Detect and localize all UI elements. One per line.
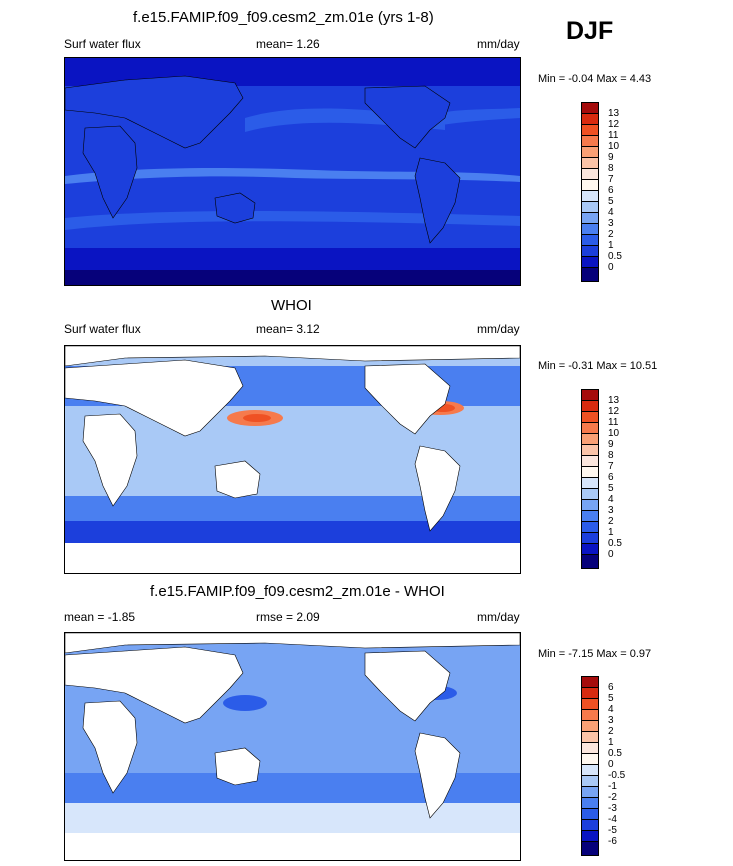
panel2-colorbar-label: 6: [608, 472, 614, 483]
panel1-colorbar-label: 3: [608, 218, 614, 229]
panel2-colorbar-cell-16: [581, 554, 599, 569]
panel2-colorbar-label: 8: [608, 450, 614, 461]
panel1-continents: [65, 75, 461, 244]
panel3-southern-band: [65, 803, 520, 833]
panel3-kuroshio-bias: [223, 695, 267, 711]
panel2-colorbar-label: 11: [608, 417, 619, 428]
panel3-rmse-label: rmse = 2.09: [256, 610, 320, 624]
panel2-colorbar-label: 3: [608, 505, 614, 516]
panel1-colorbar-label: 6: [608, 185, 614, 196]
panel3-colorbar-label: -0.5: [608, 770, 626, 781]
panel2-colorbar-label: 7: [608, 461, 614, 472]
panel3-colorbar-label: 2: [608, 726, 614, 737]
panel1-minmax-label: Min = -0.04 Max = 4.43: [538, 73, 652, 85]
panel1-title: f.e15.FAMIP.f09_f09.cesm2_zm.01e (yrs 1-…: [133, 9, 434, 26]
panel3-colorbar-label: 6: [608, 682, 614, 693]
panel2-colorbar-label: 0.5: [608, 538, 622, 549]
panel1-midlat-band: [65, 211, 520, 230]
panel1-colorbar-label: 2: [608, 229, 614, 240]
panel3-colorbar-label: -1: [608, 781, 617, 792]
panel1-antarctic-band: [65, 270, 520, 285]
panel1-itcz-band: [65, 168, 520, 184]
panel2-colorbar-label: 0: [608, 549, 614, 560]
panel1-colorbar-label: 13: [608, 108, 620, 119]
panel2-map: [64, 345, 521, 574]
panel1-colorbar-label: 8: [608, 163, 614, 174]
panel3-antarctica: [65, 833, 520, 860]
panel3-colorbar-label: 5: [608, 693, 614, 704]
panel1-mean-label: mean= 1.26: [256, 37, 320, 51]
panel3-colorbar-label: -2: [608, 792, 617, 803]
panel2-mean-label: mean= 3.12: [256, 322, 320, 336]
panel2-colorbar-label: 4: [608, 494, 614, 505]
panel2-continents: [65, 346, 520, 532]
panel2-colorbar-label: 2: [608, 516, 614, 527]
panel1-map: [64, 57, 521, 286]
panel2-map-svg: [65, 346, 520, 573]
panel3-colorbar-label: 3: [608, 715, 614, 726]
panel3-colorbar-label: -5: [608, 825, 617, 836]
panel1-storm-track-atlantic: [425, 108, 520, 128]
panel1-colorbar-label: 0.5: [608, 251, 622, 262]
panel1-colorbar-label: 12: [608, 119, 620, 130]
panel3-title: f.e15.FAMIP.f09_f09.cesm2_zm.01e - WHOI: [150, 583, 445, 600]
panel2-kuroshio-core: [243, 414, 271, 422]
panel1-variable-label: Surf water flux: [64, 37, 141, 51]
panel3-minmax-label: Min = -7.15 Max = 0.97: [538, 648, 652, 660]
panel3-mean-label: mean = -1.85: [64, 610, 136, 624]
panel3-map: [64, 632, 521, 861]
panel3-colorbar-cell-16: [581, 841, 599, 856]
panel2-antarctica: [65, 543, 520, 573]
panel2-title: WHOI: [271, 297, 312, 314]
panel3-colorbar-label: 0: [608, 759, 614, 770]
panel1-colorbar-label: 10: [608, 141, 620, 152]
panel2-colorbar-label: 10: [608, 428, 620, 439]
panel2-colorbar-label: 13: [608, 395, 620, 406]
season-label: DJF: [566, 17, 614, 45]
panel1-map-svg: [65, 58, 520, 285]
panel1-colorbar-label: 0: [608, 262, 614, 273]
panel2-variable-label: Surf water flux: [64, 322, 141, 336]
panel1-colorbar-label: 9: [608, 152, 614, 163]
panel3-colorbar-label: -6: [608, 836, 617, 847]
panel2-colorbar-label: 12: [608, 406, 620, 417]
panel2-colorbar-label: 1: [608, 527, 614, 538]
panel2-colorbar-label: 5: [608, 483, 614, 494]
panel2-southern-band: [65, 521, 520, 543]
panel3-units-label: mm/day: [477, 610, 520, 624]
panel1-colorbar-label: 4: [608, 207, 614, 218]
panel1-colorbar-label: 5: [608, 196, 614, 207]
panel3-colorbar-label: -3: [608, 803, 617, 814]
panel3-map-svg: [65, 633, 520, 860]
panel2-colorbar-label: 9: [608, 439, 614, 450]
panel2-minmax-label: Min = -0.31 Max = 10.51: [538, 360, 658, 372]
panel1-units-label: mm/day: [477, 37, 520, 51]
panel3-colorbar-label: -4: [608, 814, 617, 825]
panel1-colorbar-label: 11: [608, 130, 619, 141]
panel1-colorbar-label: 1: [608, 240, 614, 251]
panel3-colorbar-label: 1: [608, 737, 614, 748]
panel2-units-label: mm/day: [477, 322, 520, 336]
panel3-colorbar-label: 4: [608, 704, 614, 715]
panel3-colorbar-label: 0.5: [608, 748, 622, 759]
panel1-colorbar-label: 7: [608, 174, 614, 185]
panel3-continents: [65, 633, 520, 819]
panel1-colorbar-cell-16: [581, 267, 599, 282]
